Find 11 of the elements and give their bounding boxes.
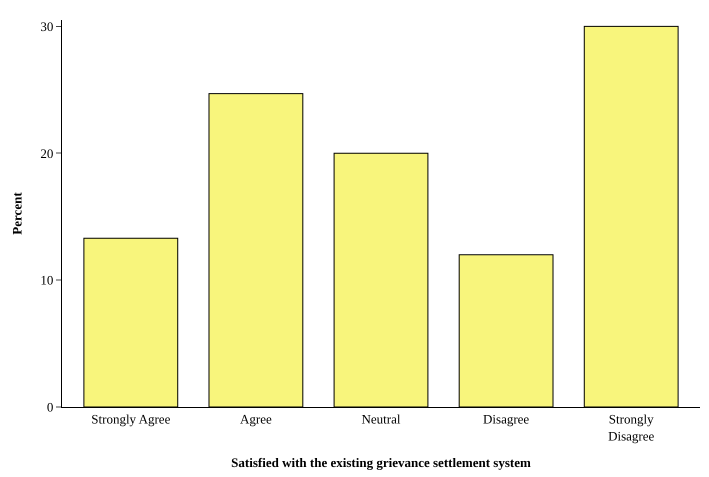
x-tick-label: Strongly Agree: [91, 412, 171, 427]
y-tick-label: 30: [40, 18, 54, 34]
x-tick-label: Neutral: [362, 412, 401, 427]
y-tick-label: 0: [46, 400, 54, 415]
x-tick-label: Disagree: [483, 412, 530, 427]
y-tick-label: 20: [40, 146, 54, 161]
x-tick-label: Agree: [240, 412, 272, 427]
x-axis-title: Satisfied with the existing grievance settlement system: [231, 455, 531, 470]
y-axis-title: Percent: [9, 192, 24, 235]
x-tick-label: Strongly Disagree: [608, 412, 655, 444]
y-tick-label: 10: [40, 272, 54, 288]
